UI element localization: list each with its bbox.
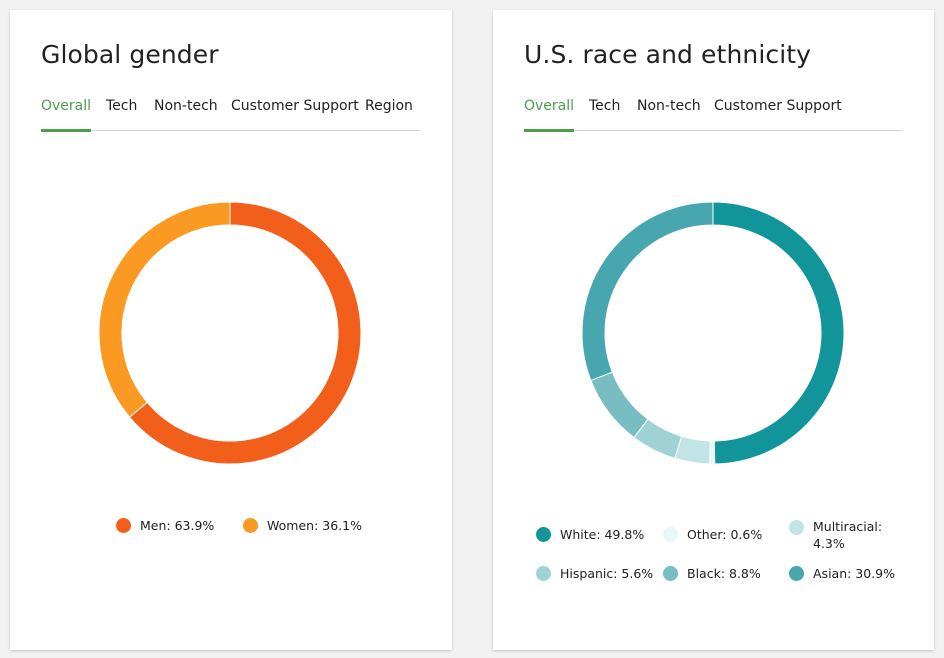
tab-tech[interactable]: Tech [106,98,138,114]
tab-overall[interactable]: Overall [524,96,575,132]
legend-label: White: 49.8% [560,527,645,542]
tab-customer-support[interactable]: Customer Support [714,98,842,114]
legend-label: Black: 8.8% [687,566,761,581]
legend-swatch [663,566,678,581]
legend-label: Multiracial: 4.3% [813,519,883,551]
legend-label: Asian: 30.9% [813,566,896,581]
tab-tech[interactable]: Tech [589,98,621,114]
card-title: U.S. race and ethnicity [524,40,812,69]
legend-swatch [789,520,804,535]
card-title: Global gender [41,40,219,69]
tab-non-tech[interactable]: Non-tech [154,98,218,114]
tab-non-tech[interactable]: Non-tech [637,98,701,114]
tab-customer-support[interactable]: Customer Support [231,98,359,114]
race-donut-chart [581,201,845,465]
slice-women [98,201,231,418]
legend-swatch [536,566,551,581]
tab-overall[interactable]: Overall [41,96,92,132]
legend-swatch [243,518,258,533]
legend-label: Women: 36.1% [267,518,362,533]
legend-swatch [116,518,131,533]
legend-label: Other: 0.6% [687,527,763,542]
slice-asian [581,201,714,382]
gender-card: Global gender Overall Tech Non-tech Cust… [10,10,452,650]
slice-black [590,371,649,439]
legend-swatch [789,566,804,581]
tab-bar: Overall Tech Non-tech Customer Support R… [41,96,420,132]
tab-bar: Overall Tech Non-tech Customer Support [524,96,903,132]
legend-label: Men: 63.9% [140,518,215,533]
race-card: U.S. race and ethnicity Overall Tech Non… [493,10,934,650]
tab-region[interactable]: Region [365,98,413,114]
legend-swatch [536,527,551,542]
legend-label: Hispanic: 5.6% [560,566,654,581]
slice-men [128,201,362,465]
gender-donut-chart [98,201,362,465]
legend-swatch [663,527,678,542]
slice-white [712,201,845,465]
